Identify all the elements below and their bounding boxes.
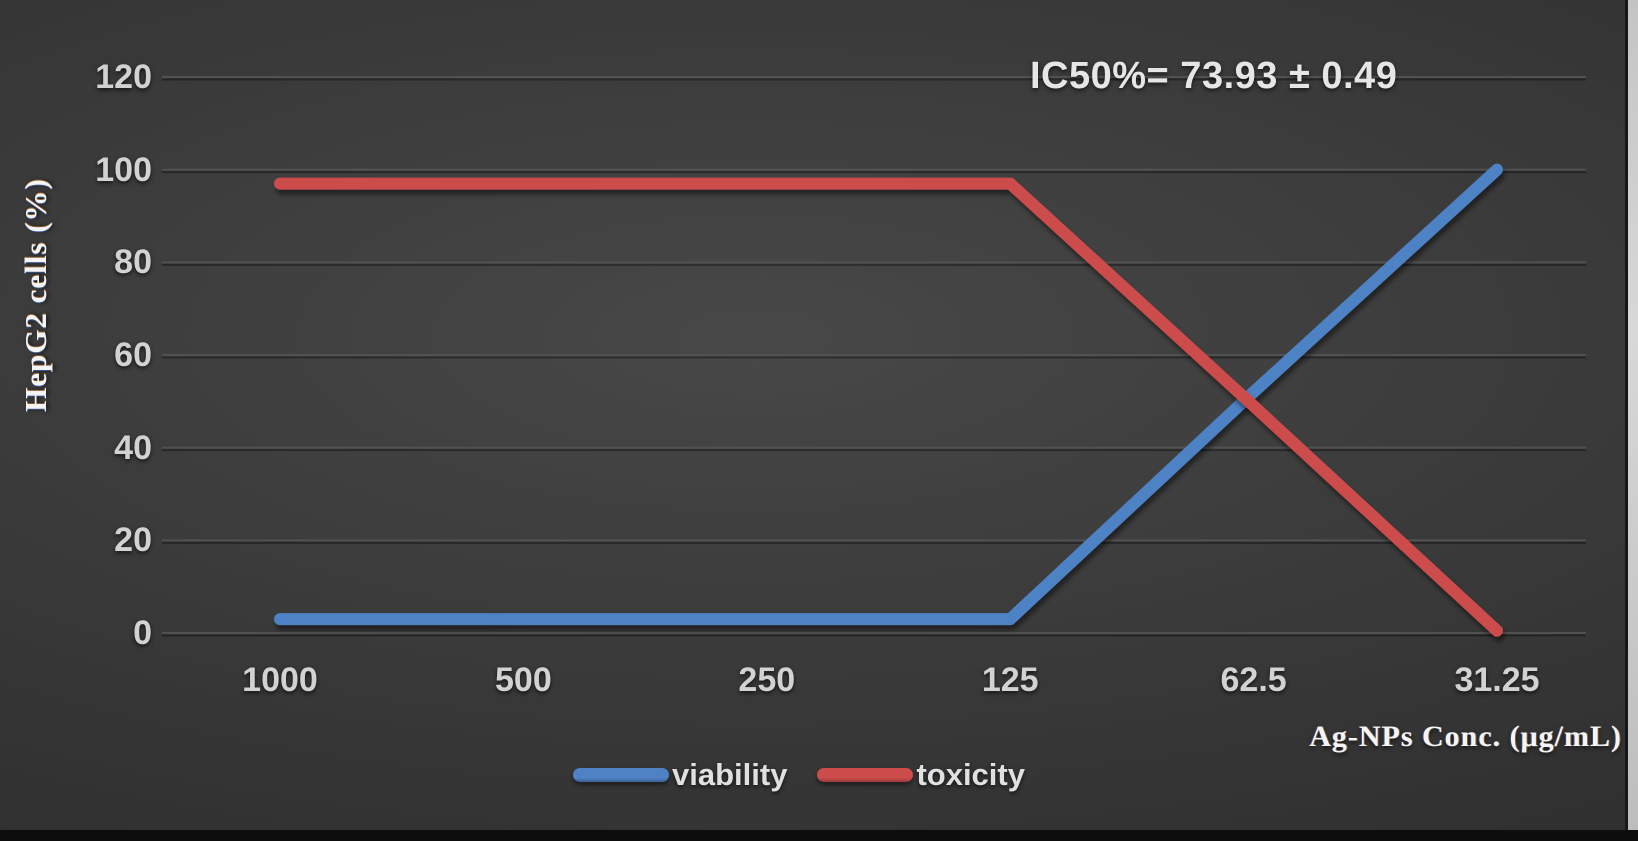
legend: viability toxicity xyxy=(573,757,1025,793)
series-line-viability xyxy=(274,163,1503,626)
y-tick-label-80: 80 xyxy=(114,243,152,282)
series-lines xyxy=(274,163,1503,637)
x-axis-title: Ag-NPs Conc. (μg/mL) xyxy=(1309,720,1622,753)
legend-item-viability: viability xyxy=(573,757,787,793)
toxicity-line-swatch xyxy=(817,768,914,782)
legend-label-viability: viability xyxy=(672,757,788,792)
x-tick-label-62.5: 62.5 xyxy=(1220,661,1287,699)
ic50-annotation: IC50%= 73.93 ± 0.49 xyxy=(1030,55,1398,97)
series-line-toxicity xyxy=(274,177,1503,637)
legend-item-toxicity: toxicity xyxy=(817,757,1025,793)
x-tick-label-31.25: 31.25 xyxy=(1454,661,1540,699)
y-tick-label-0: 0 xyxy=(133,614,152,652)
page-edge-sliver xyxy=(1625,0,1638,830)
y-tick-label-60: 60 xyxy=(114,336,152,374)
x-tick-label-250: 250 xyxy=(738,661,796,699)
legend-label-toxicity: toxicity xyxy=(916,757,1025,792)
y-tick-label-120: 120 xyxy=(95,58,152,96)
y-tick-label-40: 40 xyxy=(114,428,152,467)
y-axis-title: HepG2 cells (%) xyxy=(18,178,53,412)
bottom-black-strip xyxy=(0,830,1638,841)
gridlines xyxy=(162,76,1586,637)
viability-line-swatch xyxy=(573,768,669,782)
x-tick-label-125: 125 xyxy=(981,661,1039,699)
x-tick-label-500: 500 xyxy=(495,661,552,699)
y-tick-label-20: 20 xyxy=(114,521,152,560)
x-tick-label-1000: 1000 xyxy=(242,661,318,699)
y-tick-label-100: 100 xyxy=(95,150,152,189)
